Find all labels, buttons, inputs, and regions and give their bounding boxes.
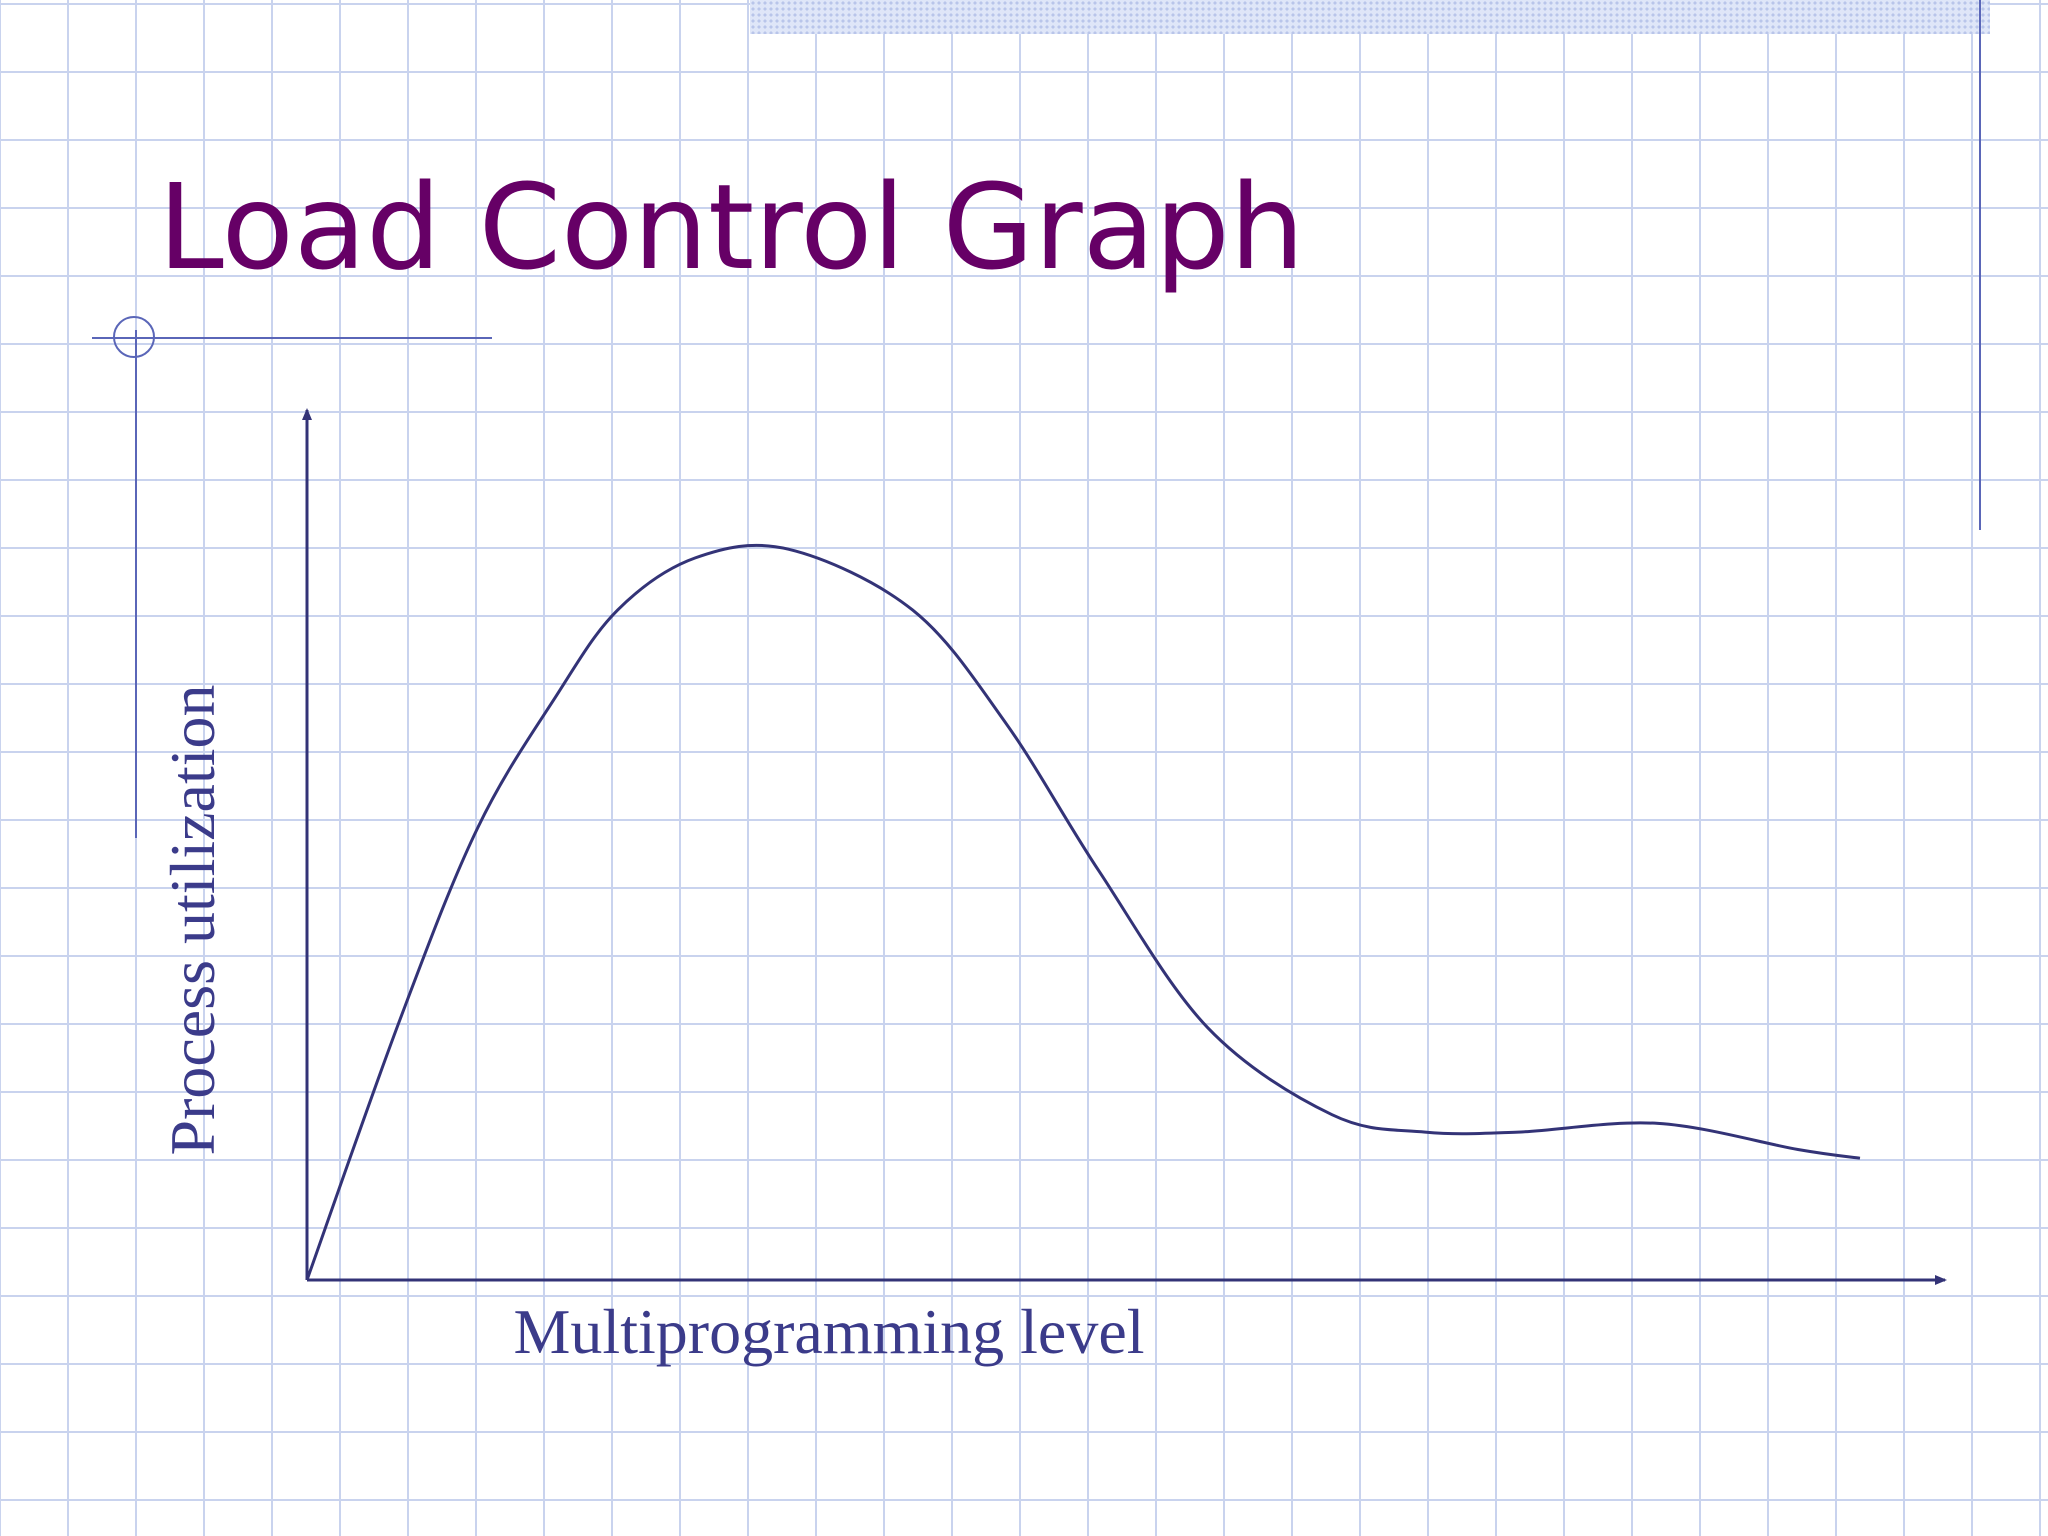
y-axis-label: Process utilization (157, 684, 228, 1155)
title-underline-rule (92, 337, 492, 339)
utilization-curve (305, 543, 1861, 1281)
slide-title: Load Control Graph (158, 158, 1305, 296)
x-axis-label: Multiprogramming level (514, 1296, 1145, 1367)
top-pattern-band (750, 0, 1990, 34)
corner-circle-ornament (113, 316, 155, 358)
right-vertical-rule (1979, 0, 1981, 530)
left-vertical-rule (135, 330, 137, 838)
